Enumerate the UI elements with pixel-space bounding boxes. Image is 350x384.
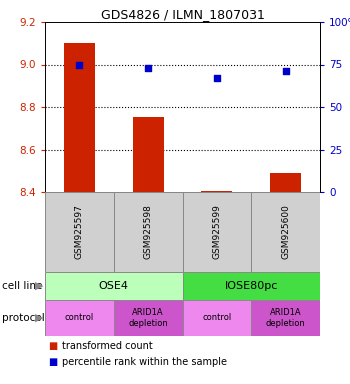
Text: OSE4: OSE4 [99, 281, 129, 291]
Text: percentile rank within the sample: percentile rank within the sample [63, 357, 228, 367]
Text: GSM925597: GSM925597 [75, 205, 84, 260]
Bar [45, 272, 182, 300]
Text: control: control [202, 313, 231, 323]
Bar [133, 117, 163, 192]
Bar [45, 300, 114, 336]
Bar [251, 300, 320, 336]
Title: GDS4826 / ILMN_1807031: GDS4826 / ILMN_1807031 [100, 8, 265, 21]
Text: GSM925598: GSM925598 [144, 205, 153, 260]
Bar [201, 191, 232, 192]
Text: GSM925599: GSM925599 [212, 205, 221, 260]
Bar [45, 192, 114, 272]
Bar [114, 300, 182, 336]
Text: IOSE80pc: IOSE80pc [225, 281, 278, 291]
Bar [182, 272, 320, 300]
Point [145, 65, 151, 71]
Text: protocol: protocol [2, 313, 44, 323]
Bar [182, 300, 251, 336]
Bar [182, 192, 251, 272]
Text: transformed count: transformed count [63, 341, 153, 351]
Bar [64, 43, 95, 192]
Text: ARID1A
depletion: ARID1A depletion [266, 308, 306, 328]
Text: control: control [65, 313, 94, 323]
Text: ■: ■ [49, 341, 58, 351]
Point [283, 68, 288, 74]
Text: ▶: ▶ [35, 281, 43, 291]
Text: GSM925600: GSM925600 [281, 205, 290, 260]
Point [77, 61, 82, 68]
Point [214, 75, 220, 81]
Text: ▶: ▶ [35, 313, 43, 323]
Text: ARID1A
depletion: ARID1A depletion [128, 308, 168, 328]
Bar [114, 192, 182, 272]
Text: ■: ■ [49, 357, 58, 367]
Bar [270, 173, 301, 192]
Text: cell line: cell line [2, 281, 42, 291]
Bar [251, 192, 320, 272]
